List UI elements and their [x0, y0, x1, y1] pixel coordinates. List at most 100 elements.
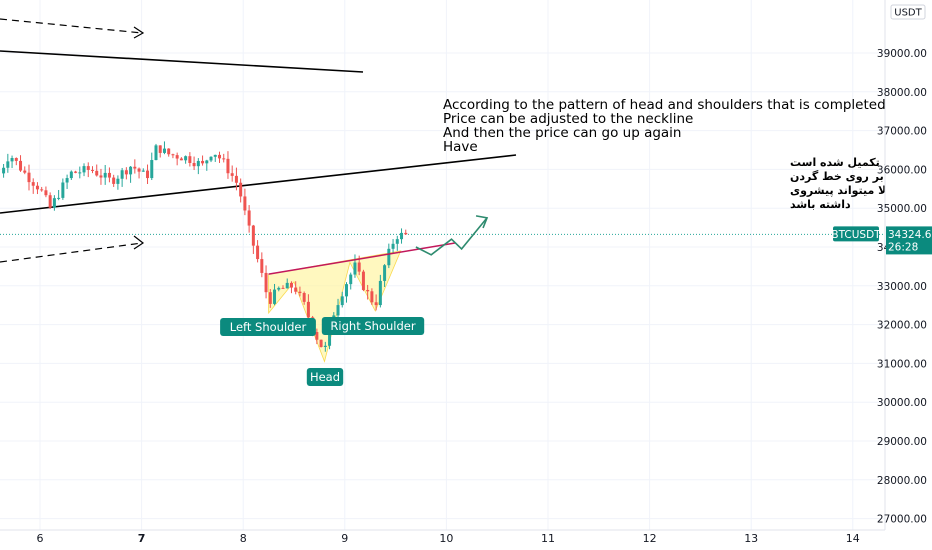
candle-body — [10, 158, 14, 162]
resistance-line — [0, 50, 364, 73]
neckline — [268, 242, 456, 275]
candle-up — [323, 341, 327, 352]
price-tick-label: 35000.00 — [877, 203, 927, 215]
candle-up — [391, 239, 395, 254]
candle-body — [124, 170, 128, 175]
candle-up — [162, 141, 166, 155]
candle-body — [99, 175, 103, 178]
candle-up — [52, 195, 56, 211]
candle-up — [69, 170, 73, 180]
candle-body — [366, 289, 370, 292]
candle-down — [99, 168, 103, 185]
candle-up — [395, 235, 399, 251]
candle-body — [167, 148, 171, 155]
candle-down — [112, 174, 116, 187]
candle-body — [340, 296, 344, 306]
time-tick-label: 9 — [341, 532, 348, 545]
candle-body — [400, 232, 404, 240]
candle-body — [116, 178, 120, 184]
candle-body — [222, 158, 226, 160]
candle-body — [404, 232, 408, 235]
candle-body — [315, 332, 319, 340]
candle-down — [31, 178, 35, 194]
note-en-line: According to the pattern of head and sho… — [443, 97, 886, 113]
candle-body — [383, 265, 387, 281]
candle-up — [65, 174, 69, 189]
candle-down — [243, 188, 247, 216]
candle-up — [285, 278, 289, 289]
candle-down — [167, 148, 171, 157]
candle-body — [251, 225, 255, 246]
candle-body — [196, 160, 200, 167]
time-axis-bg — [0, 530, 932, 550]
time-tick-label: 10 — [439, 532, 453, 545]
symbol-tag-bg — [833, 226, 879, 242]
candle-down — [361, 269, 365, 292]
candle-up — [196, 158, 200, 175]
candle-body — [90, 169, 94, 171]
candle-body — [260, 259, 264, 273]
left-shoulder-label-bg — [220, 318, 316, 336]
candle-body — [378, 280, 382, 306]
candle-down — [14, 157, 18, 166]
candle-body — [391, 243, 395, 249]
candle-body — [294, 287, 298, 292]
candle-body — [129, 166, 133, 175]
candle-body — [141, 170, 145, 172]
candle-up — [141, 168, 145, 172]
candle-body — [179, 158, 183, 161]
time-tick-label: 8 — [240, 532, 247, 545]
candle-up — [129, 165, 133, 183]
head-label: Head — [306, 368, 344, 386]
right-shoulder-label-bg — [321, 317, 425, 335]
candle-up — [400, 228, 404, 244]
time-axis[interactable]: 6 7 8 9 10 11 12 13 14 — [0, 529, 932, 550]
candle-down — [234, 167, 238, 191]
note-en-line: And then the price can go up again — [443, 125, 682, 141]
candle-down — [256, 240, 260, 263]
right-shoulder-label-text: Right Shoulder — [330, 319, 415, 333]
candle-body — [78, 172, 82, 174]
time-tick-label: 13 — [744, 532, 758, 545]
candle-body — [264, 272, 268, 293]
candle-body — [150, 160, 154, 179]
candle-body — [40, 189, 44, 191]
note-fa-line: داشته باشد — [790, 198, 851, 211]
candle-up — [184, 155, 188, 164]
time-tick-label: 11 — [541, 532, 555, 545]
candle-up — [6, 153, 10, 173]
candle-down — [90, 166, 94, 174]
candle-down — [374, 294, 378, 311]
candle-down — [239, 178, 243, 203]
price-tick-label: 28000.00 — [877, 475, 927, 487]
candle-body — [192, 162, 196, 167]
left-shoulder-label-text: Left Shoulder — [230, 320, 307, 334]
candle-body — [65, 178, 69, 183]
candle-body — [217, 154, 221, 159]
countdown-text: 26:28 — [888, 241, 918, 253]
candle-down — [19, 155, 23, 172]
candle-down — [268, 289, 272, 308]
candle-body — [302, 293, 306, 302]
candle-down — [171, 153, 175, 159]
candle-down — [95, 164, 99, 177]
candle-body — [374, 302, 378, 306]
candle-body — [230, 173, 234, 176]
currency-badge: USDT — [890, 4, 926, 20]
candle-body — [285, 282, 289, 289]
candle-body — [31, 182, 35, 186]
price-axis[interactable]: 39000.00 38000.00 37000.00 36000.00 35000.00… — [831, 0, 932, 550]
dashed-arrow-top — [133, 26, 145, 39]
candle-body — [14, 158, 18, 161]
candle-up — [205, 159, 209, 171]
candle-body — [175, 155, 179, 159]
candle-down — [35, 182, 39, 195]
price-tick-label: 30000.00 — [877, 397, 927, 409]
candle-down — [175, 152, 179, 166]
candle-body — [323, 345, 327, 348]
candle-down — [40, 186, 44, 192]
time-tick-label: 12 — [643, 532, 657, 545]
candle-body — [370, 291, 374, 303]
candle-body — [103, 172, 107, 178]
